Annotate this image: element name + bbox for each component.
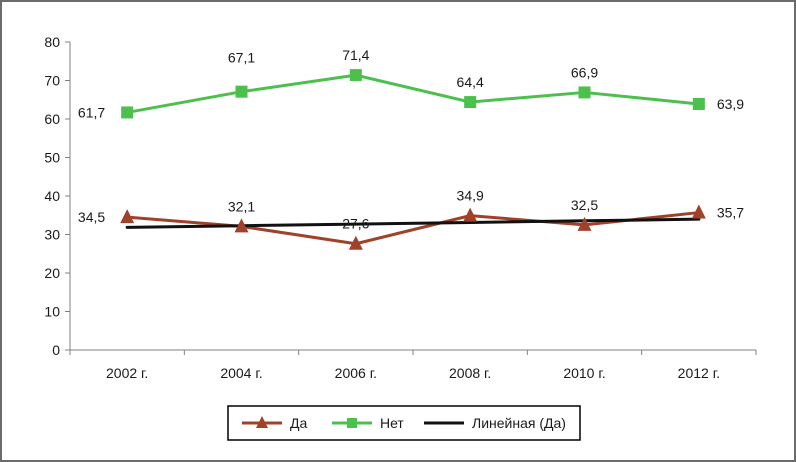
marker-triangle: [120, 209, 135, 224]
data-label: 27,6: [342, 216, 369, 232]
y-tick-label: 20: [44, 265, 60, 281]
series-line-1: [125, 73, 701, 114]
x-tick-label: 2012 г.: [678, 365, 720, 381]
y-tick-label: 60: [44, 111, 60, 127]
data-label: 66,9: [571, 64, 598, 80]
marker-triangle: [463, 207, 478, 222]
marker-square: [235, 85, 248, 98]
x-axis-ticks: 2002 г. 2004 г. 2006 г. 2008 г. 2010 г. 2012 …: [69, 350, 757, 381]
marker-square: [464, 96, 477, 109]
marker-triangle: [577, 216, 592, 231]
data-label: 35,7: [717, 205, 744, 221]
legend-marker-square: [347, 418, 357, 428]
data-label: 61,7: [78, 104, 105, 120]
y-axis-ticks: 0 10 20 30 40 50 60 70 80: [44, 34, 70, 358]
y-tick-label: 30: [44, 227, 60, 243]
data-labels: 34,5 32,1 27,6 34,9 32,5 35,7 61,7 67,1 71,4 64,4…: [78, 47, 744, 232]
legend-label: Линейная (Да): [472, 415, 566, 431]
y-tick-label: 10: [44, 304, 60, 320]
y-tick-label: 50: [44, 150, 60, 166]
marker-triangle: [691, 204, 706, 219]
data-label: 32,1: [228, 198, 255, 214]
data-label: 64,4: [457, 74, 484, 90]
legend: Да Нет Линейная (Да): [227, 405, 581, 441]
legend-marker-triangle: [256, 416, 268, 428]
y-tick-label: 0: [52, 342, 60, 358]
y-tick-label: 80: [44, 34, 60, 50]
legend-label: Да: [290, 415, 307, 431]
data-label: 34,5: [78, 209, 105, 225]
trendline-da: [125, 217, 701, 229]
marker-square: [578, 86, 591, 99]
marker-triangle: [348, 235, 363, 250]
series-group: [120, 69, 706, 250]
x-tick-label: 2008 г.: [449, 365, 491, 381]
data-label: 71,4: [342, 47, 369, 63]
series-line-0: [125, 211, 701, 246]
legend-box: [227, 405, 581, 441]
marker-triangle: [234, 218, 249, 233]
x-tick-label: 2002 г.: [106, 365, 148, 381]
legend-label: Нет: [380, 415, 404, 431]
data-label: 34,9: [457, 188, 484, 204]
data-label: 63,9: [717, 96, 744, 112]
marker-square: [349, 69, 362, 82]
marker-square: [692, 97, 705, 110]
x-tick-label: 2010 г.: [563, 365, 605, 381]
y-tick-label: 70: [44, 73, 60, 89]
y-tick-label: 40: [44, 188, 60, 204]
marker-square: [121, 106, 134, 119]
data-label: 32,5: [571, 197, 598, 213]
x-tick-label: 2004 г.: [220, 365, 262, 381]
data-label: 67,1: [228, 50, 255, 66]
x-tick-label: 2006 г.: [335, 365, 377, 381]
